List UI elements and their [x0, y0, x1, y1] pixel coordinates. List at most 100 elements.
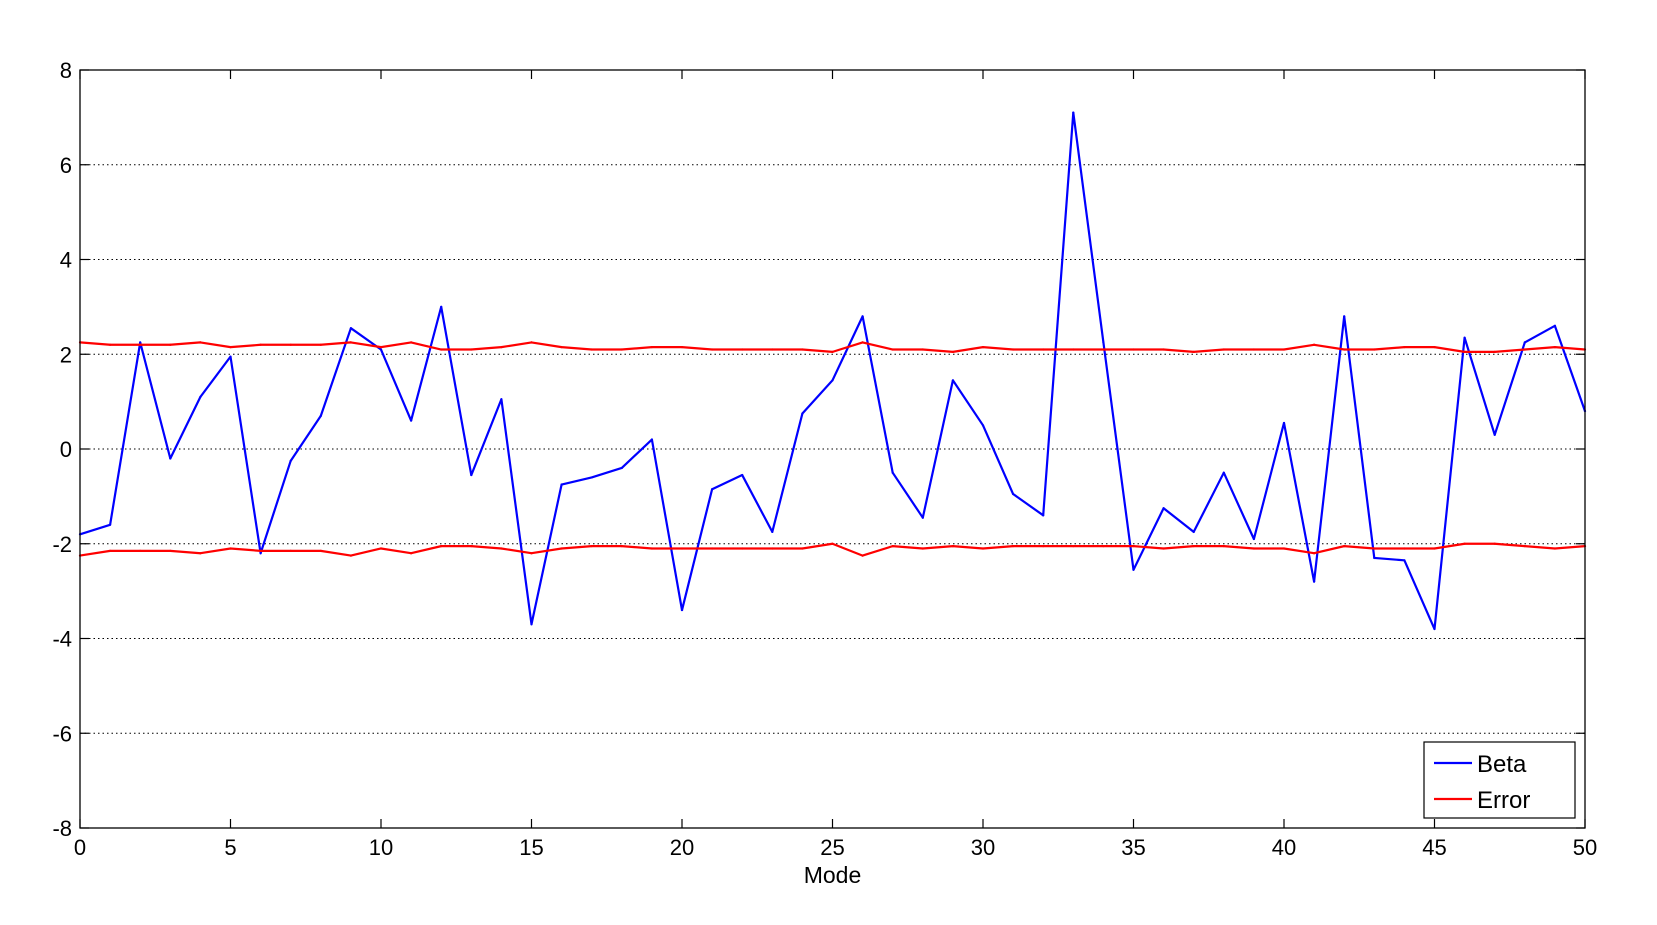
data-point: [711, 547, 714, 550]
data-point: [139, 343, 142, 346]
data-point: [680, 547, 684, 550]
data-point: [861, 315, 864, 318]
data-point: [560, 547, 563, 550]
data-point: [560, 483, 563, 486]
data-point: [1192, 350, 1195, 353]
data-point: [530, 552, 533, 555]
data-point: [831, 379, 834, 382]
data-point: [741, 547, 744, 550]
data-point: [680, 608, 684, 612]
data-point: [981, 547, 985, 550]
data-point: [530, 341, 533, 344]
legend-box: [1423, 741, 1576, 819]
data-point: [1343, 545, 1346, 548]
data-point: [650, 438, 654, 441]
data-point: [259, 343, 262, 346]
data-point: [711, 348, 714, 351]
x-tick-label: 0: [74, 835, 86, 860]
data-point: [861, 341, 864, 344]
data-point: [1222, 545, 1225, 548]
data-point: [1493, 433, 1496, 436]
data-point: [650, 346, 654, 349]
data-point: [801, 547, 804, 550]
data-point: [1403, 346, 1406, 349]
data-point: [289, 459, 292, 462]
data-point: [891, 348, 894, 351]
y-tick-label: -6: [52, 721, 72, 746]
data-point: [620, 545, 623, 548]
data-point: [470, 473, 473, 477]
data-point: [921, 547, 924, 550]
x-axis-title: Mode: [804, 862, 862, 888]
data-point: [1162, 507, 1165, 510]
data-point: [349, 327, 352, 330]
data-point: [1132, 568, 1135, 571]
data-point: [1403, 547, 1406, 550]
y-tick-label: -2: [52, 532, 72, 557]
data-point: [1222, 348, 1225, 351]
data-point: [1313, 580, 1316, 583]
data-point: [1433, 346, 1436, 349]
data-point: [590, 348, 593, 351]
data-point: [1373, 348, 1376, 351]
data-point: [1042, 545, 1045, 548]
data-point: [801, 412, 804, 415]
data-point: [771, 547, 774, 550]
data-point: [1553, 547, 1556, 550]
data-point: [1523, 341, 1526, 344]
data-point: [590, 545, 593, 548]
data-point: [109, 523, 112, 526]
legend-label-error: Error: [1477, 787, 1530, 814]
data-point: [410, 552, 413, 555]
data-point: [319, 549, 322, 552]
data-point: [711, 488, 714, 491]
data-point: [289, 549, 292, 552]
data-point: [1132, 545, 1135, 548]
data-point: [1493, 350, 1496, 353]
data-point: [440, 348, 443, 351]
data-point: [1373, 547, 1376, 550]
data-point: [1162, 547, 1165, 550]
data-point: [1192, 530, 1195, 534]
data-point: [1373, 556, 1376, 560]
data-point: [951, 350, 955, 353]
y-tick-label: 8: [60, 58, 72, 83]
data-point: [500, 346, 503, 349]
data-point: [139, 549, 142, 552]
data-point: [1313, 343, 1316, 346]
data-point: [199, 395, 202, 398]
data-point: [109, 549, 112, 552]
data-point: [921, 348, 924, 351]
series-points-1: [78, 341, 1587, 353]
data-point: [831, 542, 834, 545]
data-point: [440, 545, 443, 548]
data-point: [289, 343, 292, 346]
data-point: [1222, 471, 1225, 474]
data-point: [470, 545, 473, 548]
data-point: [1282, 421, 1286, 425]
data-point: [1042, 514, 1045, 517]
x-tick-label: 30: [971, 835, 995, 860]
data-point: [500, 547, 503, 550]
data-point: [259, 549, 262, 552]
x-tick-label: 15: [519, 835, 543, 860]
data-point: [199, 341, 202, 344]
y-tick-label: -8: [52, 816, 72, 841]
data-point: [1343, 315, 1346, 318]
data-point: [199, 552, 202, 555]
y-tick-label: 2: [60, 342, 72, 367]
data-point: [410, 341, 413, 344]
data-point: [1102, 545, 1105, 548]
data-point: [1252, 348, 1255, 351]
x-tick-label: 10: [369, 835, 393, 860]
data-point: [831, 350, 834, 353]
data-point: [470, 348, 473, 351]
data-point: [1132, 348, 1135, 351]
data-point: [169, 343, 172, 346]
data-point: [500, 398, 503, 401]
data-point: [981, 346, 985, 349]
data-point: [1252, 537, 1255, 541]
data-point: [530, 623, 533, 626]
data-point: [109, 343, 112, 346]
